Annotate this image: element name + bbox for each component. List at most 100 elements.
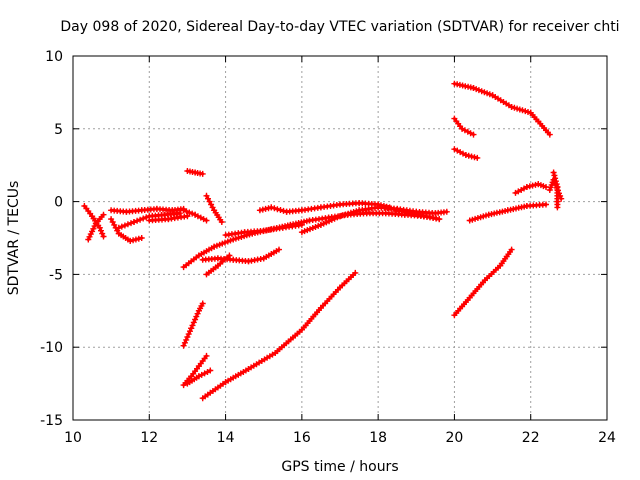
data-marks xyxy=(81,80,565,402)
y-tick-label: -5 xyxy=(49,267,63,283)
data-point xyxy=(474,154,481,161)
data-point xyxy=(543,201,549,208)
data-series-arc-22 xyxy=(451,115,477,138)
data-point xyxy=(508,104,515,110)
data-series-arc-6 xyxy=(146,213,191,224)
data-point xyxy=(121,222,128,229)
data-point xyxy=(271,205,278,212)
data-point xyxy=(546,131,553,138)
data-point xyxy=(87,231,94,238)
data-series-arc-18 xyxy=(180,300,206,349)
data-point xyxy=(232,235,239,242)
data-point xyxy=(138,235,145,241)
data-series-arc-21 xyxy=(451,80,553,138)
data-point xyxy=(180,342,187,349)
y-tick-label: 10 xyxy=(45,49,63,65)
x-tick-label: 24 xyxy=(598,430,616,446)
x-tick-label: 22 xyxy=(522,430,540,446)
data-point xyxy=(475,87,482,94)
data-point xyxy=(128,220,134,227)
y-tick-label: 0 xyxy=(54,195,63,211)
data-point xyxy=(143,214,150,221)
data-point xyxy=(470,131,477,138)
data-point xyxy=(274,206,281,213)
data-point xyxy=(265,205,272,212)
x-tick-label: 14 xyxy=(217,430,235,446)
data-series-arc-3 xyxy=(108,216,145,244)
data-point xyxy=(207,367,214,374)
data-point xyxy=(519,107,526,114)
data-series-arc-24 xyxy=(451,246,515,319)
axis-ticks: 10 12 14 16 18 20 22 24 -15 -10 -5 0 5 10 xyxy=(40,49,616,446)
x-tick-label: 18 xyxy=(369,430,387,446)
plot-frame xyxy=(72,55,608,421)
data-point xyxy=(353,208,360,215)
data-point xyxy=(140,215,147,222)
data-point xyxy=(183,208,190,215)
x-tick-label: 16 xyxy=(293,430,311,446)
y-axis-label: SDTVAR / TECUs xyxy=(6,181,22,296)
data-point xyxy=(342,211,349,218)
data-point xyxy=(124,221,131,228)
data-point xyxy=(176,210,183,217)
data-series-arc-25 xyxy=(466,201,549,224)
data-point xyxy=(558,195,565,202)
data-series-arc-15 xyxy=(298,204,450,236)
data-point xyxy=(134,217,141,224)
data-point xyxy=(213,242,220,249)
data-series-arc-2 xyxy=(85,211,107,243)
data-series-arc-28 xyxy=(546,176,565,202)
data-series-arc-26 xyxy=(512,181,549,196)
data-point xyxy=(276,246,282,253)
data-series-arc-13 xyxy=(203,252,233,278)
data-point xyxy=(259,206,266,213)
y-tick-label: -15 xyxy=(40,413,63,429)
data-point xyxy=(100,211,107,218)
data-point xyxy=(183,336,190,343)
x-tick-label: 10 xyxy=(64,430,82,446)
data-point xyxy=(118,223,125,230)
data-point xyxy=(532,181,539,188)
data-point xyxy=(186,209,193,216)
data-point xyxy=(203,217,210,224)
data-point xyxy=(192,316,199,323)
data-point xyxy=(352,269,359,276)
data-point xyxy=(189,210,196,217)
data-point xyxy=(328,216,335,223)
data-point xyxy=(277,207,284,213)
data-point xyxy=(268,204,275,211)
data-point xyxy=(199,300,206,307)
data-series-arc-7 xyxy=(180,207,210,224)
data-series-arc-4 xyxy=(108,205,187,215)
data-point xyxy=(194,310,201,317)
data-point xyxy=(486,91,493,98)
data-point xyxy=(529,182,536,189)
data-point xyxy=(184,213,191,220)
data-point xyxy=(550,169,557,176)
data-point xyxy=(483,212,489,219)
data-point xyxy=(98,227,104,234)
data-point xyxy=(553,184,560,191)
data-point xyxy=(187,328,193,335)
data-point xyxy=(465,152,472,159)
x-axis-label: GPS time / hours xyxy=(281,459,398,475)
data-point xyxy=(115,224,122,231)
data-series-arc-16 xyxy=(382,204,443,223)
data-point xyxy=(132,236,139,243)
data-series-arc-17 xyxy=(199,269,359,402)
y-tick-label: 5 xyxy=(54,122,63,138)
chart-title: Day 098 of 2020, Sidereal Day-to-day VTE… xyxy=(60,19,619,35)
data-point xyxy=(222,239,228,246)
data-point xyxy=(554,204,561,211)
data-series-arc-23 xyxy=(451,146,481,161)
data-series-arc-11 xyxy=(222,221,305,239)
data-point xyxy=(218,219,225,225)
data-point xyxy=(472,215,479,222)
data-point xyxy=(199,170,206,177)
data-series-arc-9 xyxy=(203,192,225,225)
data-point xyxy=(203,352,210,359)
y-tick-label: -10 xyxy=(40,340,63,356)
data-point xyxy=(317,221,324,228)
